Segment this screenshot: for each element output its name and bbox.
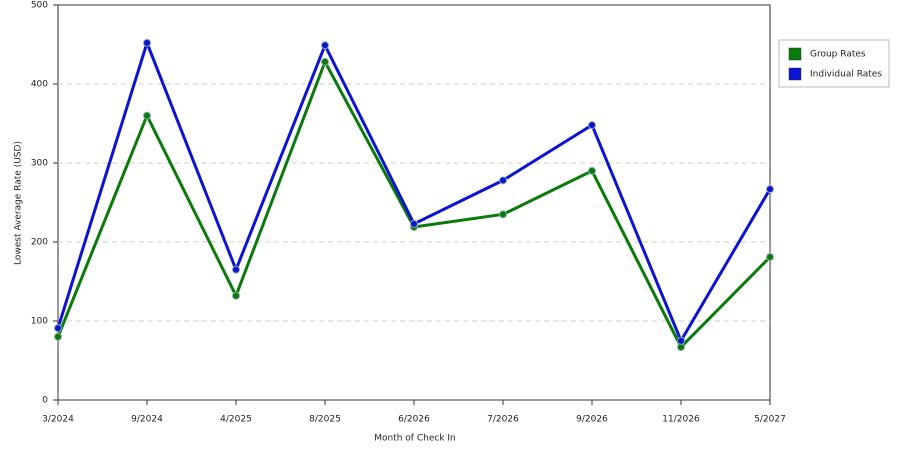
y-tick-label: 300 (31, 159, 48, 169)
y-tick-label: 200 (31, 238, 48, 248)
data-point (677, 336, 685, 345)
x-tick-label: 3/2024 (42, 415, 74, 425)
y-tick-label: 100 (31, 317, 48, 327)
legend-swatch (788, 67, 802, 81)
series-line (56, 58, 772, 350)
data-point (143, 111, 151, 120)
data-point (766, 185, 774, 194)
data-point (232, 291, 240, 300)
legend-label: Individual Rates (810, 70, 882, 80)
data-point (321, 57, 329, 66)
x-tick-label: 8/2025 (309, 415, 341, 425)
data-point (588, 121, 596, 130)
x-tick-label: 6/2026 (398, 415, 430, 425)
data-point (54, 332, 62, 341)
data-point (321, 41, 329, 50)
data-point (410, 219, 418, 228)
y-tick-label: 0 (42, 396, 48, 406)
x-tick-label: 7/2026 (487, 415, 519, 425)
data-point (143, 38, 151, 47)
data-point (54, 324, 62, 333)
data-point (232, 265, 240, 274)
data-point (499, 176, 507, 185)
data-point (499, 210, 507, 219)
data-point (588, 166, 596, 175)
plot-area (57, 4, 771, 401)
legend-swatch (788, 47, 802, 61)
x-tick-label: 9/2024 (131, 415, 163, 425)
x-tick-label: 11/2026 (662, 415, 700, 425)
x-axis-label: Month of Check In (374, 434, 456, 444)
y-tick-label: 400 (31, 80, 48, 90)
legend-label: Group Rates (810, 50, 866, 60)
x-tick-label: 5/2027 (754, 415, 786, 425)
x-tick-label: 4/2025 (220, 415, 252, 425)
series-line (56, 38, 772, 345)
y-tick-label: 500 (31, 1, 48, 11)
data-point (766, 253, 774, 262)
x-tick-label: 9/2026 (576, 415, 608, 425)
y-axis-label: Lowest Average Rate (USD) (14, 141, 24, 265)
